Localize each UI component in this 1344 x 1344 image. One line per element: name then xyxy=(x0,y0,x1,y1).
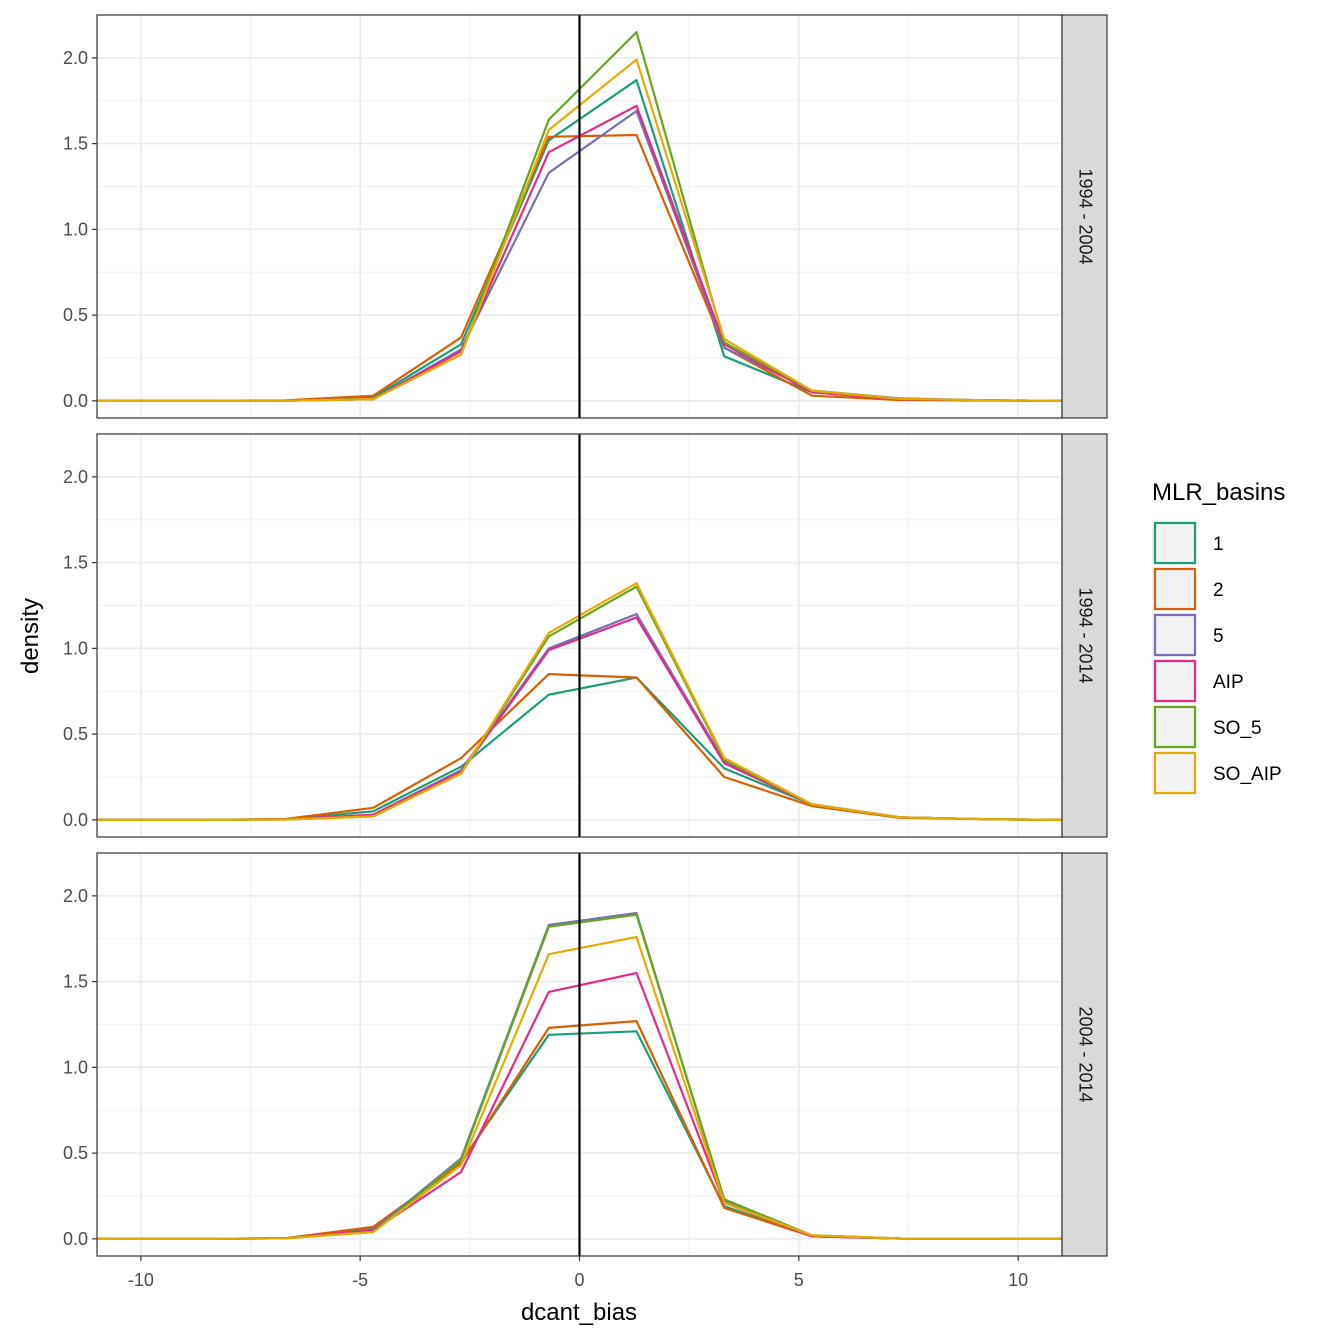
legend-key-swatch xyxy=(1153,613,1197,657)
y-tick-label: 2.0 xyxy=(63,48,88,68)
legend-key-swatch xyxy=(1153,705,1197,749)
legend-label: AIP xyxy=(1213,672,1244,693)
series-line-so-aip xyxy=(97,582,1063,822)
legend-key-swatch xyxy=(1153,659,1197,703)
legend-key-background xyxy=(1152,751,1196,795)
facet-strip-label: 2004 - 2014 xyxy=(1076,1006,1096,1102)
legend-key-swatch xyxy=(1153,567,1197,611)
facet-strip-label: 1994 - 2014 xyxy=(1076,587,1096,683)
y-tick-label: 0.0 xyxy=(63,1229,88,1249)
legend-key-background xyxy=(1152,567,1196,611)
legend-key-background xyxy=(1152,521,1196,565)
x-tick-label: 5 xyxy=(794,1270,804,1290)
legend-label: 1 xyxy=(1213,534,1224,555)
legend-title: MLR_basins xyxy=(1152,479,1285,506)
series-line-so-aip xyxy=(97,58,1063,402)
y-tick-label: 1.5 xyxy=(63,553,88,573)
legend-item-1: 1 xyxy=(1152,521,1224,565)
facet-strip xyxy=(1061,852,1108,1257)
legend-label: SO_5 xyxy=(1213,718,1262,739)
legend-key-background xyxy=(1152,613,1196,657)
legend-label: SO_AIP xyxy=(1213,764,1282,785)
facet-strip xyxy=(1061,433,1108,838)
legend: MLR_basins 1 2 5 AIP SO_5 SO_AIP xyxy=(1152,479,1285,795)
y-tick-label: 1.5 xyxy=(63,972,88,992)
legend-key-swatch xyxy=(1153,521,1197,565)
y-tick-label: 2.0 xyxy=(63,467,88,487)
x-tick-label: -10 xyxy=(128,1270,154,1290)
legend-item-so-aip: SO_AIP xyxy=(1152,751,1282,795)
legend-items: 1 2 5 AIP SO_5 SO_AIP xyxy=(1152,521,1282,795)
legend-item-aip: AIP xyxy=(1152,659,1244,703)
x-axis-title: dcant_bias xyxy=(521,1299,637,1326)
series-line-so-aip xyxy=(97,935,1063,1241)
y-axis-title: density xyxy=(17,598,44,674)
legend-key-background xyxy=(1152,705,1196,749)
facet-strip xyxy=(1061,14,1108,419)
y-tick-label: 1.5 xyxy=(63,134,88,154)
legend-item-5: 5 xyxy=(1152,613,1224,657)
legend-label: 5 xyxy=(1213,626,1224,647)
facet-panels: 0.0 0.5 1.0 1.5 2.0 1994 - 2004 0.0 0.5 1.0 1.5 2.… xyxy=(63,14,1108,1257)
y-tick-label: 0.0 xyxy=(63,810,88,830)
panel-1: 0.0 0.5 1.0 1.5 2.0 1994 - 2004 xyxy=(63,14,1108,419)
y-tick-label: 1.0 xyxy=(63,219,88,239)
x-tick-label: 10 xyxy=(1008,1270,1028,1290)
panel-3: 0.0 0.5 1.0 1.5 2.0 2004 - 2014 xyxy=(63,852,1108,1257)
x-tick-label: -5 xyxy=(352,1270,368,1290)
legend-item-2: 2 xyxy=(1152,567,1224,611)
x-tick-label: 0 xyxy=(574,1270,584,1290)
facet-strip-label: 1994 - 2004 xyxy=(1076,168,1096,264)
y-tick-label: 1.0 xyxy=(63,1057,88,1077)
panel-2: 0.0 0.5 1.0 1.5 2.0 1994 - 2014 xyxy=(63,433,1108,838)
y-tick-label: 0.0 xyxy=(63,391,88,411)
legend-key-background xyxy=(1152,659,1196,703)
x-axis: -10 -5 0 5 10 xyxy=(128,1256,1028,1290)
legend-key-swatch xyxy=(1153,751,1197,795)
legend-item-so-5: SO_5 xyxy=(1152,705,1262,749)
y-tick-label: 1.0 xyxy=(63,638,88,658)
y-tick-label: 0.5 xyxy=(63,724,88,744)
legend-label: 2 xyxy=(1213,580,1224,601)
y-tick-label: 0.5 xyxy=(63,1143,88,1163)
y-tick-label: 2.0 xyxy=(63,886,88,906)
y-tick-label: 0.5 xyxy=(63,305,88,325)
